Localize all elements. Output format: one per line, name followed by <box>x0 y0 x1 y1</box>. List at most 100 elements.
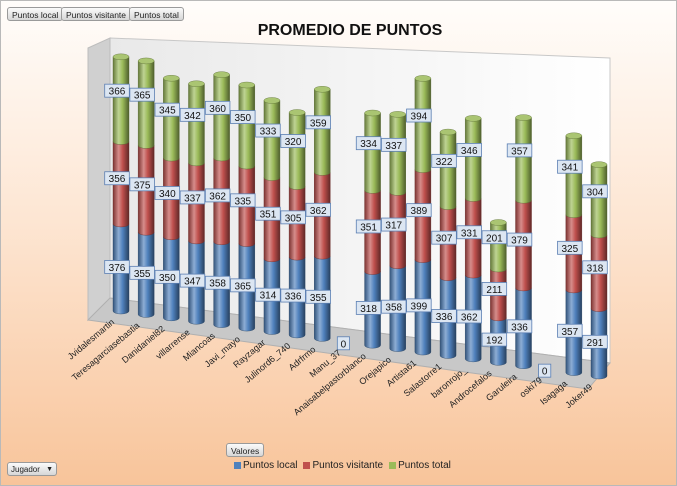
data-label-category-12-series-1: 389 <box>406 203 432 217</box>
bar-category-14-series-2 <box>465 118 482 202</box>
bar-category-16-series-2 <box>515 117 532 204</box>
data-label-category-2-series-0: 350 <box>154 269 181 284</box>
data-label-category-8-series-1: 362 <box>305 202 331 217</box>
data-label-category-10-series-2: 334 <box>355 136 382 150</box>
svg-text:362: 362 <box>310 206 327 217</box>
data-label-category-15-series-1: 211 <box>481 282 508 296</box>
data-label-category-5-series-1: 335 <box>230 193 256 207</box>
legend-label-local: Puntos local <box>243 460 298 471</box>
svg-text:351: 351 <box>260 210 277 221</box>
bar-cap-category-1 <box>137 57 155 65</box>
svg-text:360: 360 <box>209 104 226 115</box>
data-label-category-15-series-0: 192 <box>481 332 508 347</box>
svg-text:357: 357 <box>511 146 528 157</box>
legend-swatch-visitante <box>303 462 311 469</box>
bar-category-1-series-2 <box>137 60 155 149</box>
svg-text:337: 337 <box>385 141 402 152</box>
bar-cap-category-10 <box>364 109 381 117</box>
data-label-category-1-series-0: 355 <box>129 265 155 280</box>
svg-text:355: 355 <box>134 269 151 280</box>
svg-text:362: 362 <box>209 191 226 202</box>
data-label-category-4-series-1: 362 <box>204 188 231 202</box>
svg-text:359: 359 <box>310 118 327 129</box>
bar-category-5-series-2 <box>238 84 255 170</box>
svg-text:379: 379 <box>511 236 528 247</box>
data-label-category-10-series-1: 351 <box>355 219 382 233</box>
svg-text:365: 365 <box>134 91 151 102</box>
field-button-puntos-local[interactable]: Puntos local <box>7 7 64 21</box>
svg-text:336: 336 <box>511 322 528 333</box>
data-label-category-3-series-0: 347 <box>179 273 206 288</box>
svg-text:307: 307 <box>436 234 453 245</box>
svg-text:320: 320 <box>285 137 302 148</box>
data-label-category-0-series-0: 376 <box>104 260 130 274</box>
chart-title: PROMEDIO DE PUNTOS <box>258 22 443 39</box>
bar-cap-category-4 <box>213 71 230 78</box>
data-label-category-19-series-2: 304 <box>582 184 608 198</box>
bar-category-13-series-2 <box>439 131 457 210</box>
data-label-category-0-series-2: 366 <box>104 83 130 98</box>
bar-category-2-series-2 <box>163 78 180 162</box>
bar-cap-category-11 <box>389 111 406 118</box>
jugador-filter-label: Jugador <box>11 465 40 474</box>
legend-label-visitante: Puntos visitante <box>312 460 384 471</box>
data-label-category-9-series-0: 0 <box>336 336 350 350</box>
bar-category-4-series-2 <box>213 74 230 162</box>
bar-category-11-series-2 <box>389 114 406 196</box>
data-label-category-10-series-0: 318 <box>355 301 382 315</box>
data-label-category-15-series-2: 201 <box>481 230 508 244</box>
chart-legend: Puntos local Puntos visitante Puntos tot… <box>234 460 451 471</box>
svg-text:345: 345 <box>159 106 176 117</box>
bar-cap-category-0 <box>112 53 130 61</box>
data-label-category-12-series-0: 399 <box>406 298 432 312</box>
data-label-category-6-series-0: 314 <box>255 287 281 302</box>
bar-category-12-series-2 <box>414 78 432 173</box>
bar-category-10-series-2 <box>364 112 381 194</box>
svg-text:337: 337 <box>184 193 201 204</box>
data-label-category-14-series-0: 362 <box>456 309 482 323</box>
svg-text:325: 325 <box>561 244 578 255</box>
svg-text:366: 366 <box>109 87 126 98</box>
values-field-button[interactable]: Valores <box>226 443 265 457</box>
chevron-down-icon: ▼ <box>46 466 53 473</box>
bar-cap-category-6 <box>263 97 281 104</box>
bar-category-8-series-2 <box>314 89 331 176</box>
jugador-filter-dropdown[interactable]: Jugador ▼ <box>7 462 57 476</box>
svg-text:0: 0 <box>542 367 548 378</box>
svg-text:347: 347 <box>184 277 201 288</box>
bar-category-15-series-2 <box>490 222 507 273</box>
svg-text:350: 350 <box>159 273 176 284</box>
svg-text:336: 336 <box>436 312 453 323</box>
data-label-category-12-series-2: 394 <box>406 108 432 123</box>
bar-cap-category-13 <box>439 128 457 136</box>
bar-cap-category-19 <box>590 161 608 168</box>
data-label-category-11-series-0: 358 <box>381 299 407 314</box>
svg-text:318: 318 <box>587 263 604 274</box>
data-label-category-14-series-1: 331 <box>456 225 482 239</box>
data-label-category-5-series-2: 350 <box>230 110 256 124</box>
data-label-category-4-series-0: 358 <box>204 275 231 290</box>
data-label-category-7-series-1: 305 <box>280 210 306 224</box>
svg-text:0: 0 <box>341 339 347 350</box>
data-label-category-3-series-2: 342 <box>179 107 206 122</box>
data-label-category-14-series-2: 346 <box>456 143 482 157</box>
legend-item-total: Puntos total <box>389 460 451 471</box>
data-label-category-8-series-2: 359 <box>305 115 331 129</box>
svg-text:317: 317 <box>385 221 402 232</box>
svg-text:355: 355 <box>310 293 327 304</box>
bar-cap-category-3 <box>188 80 205 87</box>
svg-text:341: 341 <box>561 163 578 174</box>
svg-text:322: 322 <box>436 157 453 168</box>
data-label-category-6-series-2: 333 <box>255 123 281 138</box>
data-label-category-0-series-1: 356 <box>104 171 130 185</box>
bar-cap-category-18 <box>565 132 583 139</box>
field-button-puntos-total[interactable]: Puntos total <box>129 7 184 21</box>
data-label-category-16-series-1: 379 <box>506 232 533 247</box>
svg-text:358: 358 <box>209 279 226 290</box>
bar-category-3-series-2 <box>188 83 205 167</box>
svg-text:318: 318 <box>360 304 377 315</box>
svg-text:389: 389 <box>411 206 428 217</box>
data-label-category-2-series-1: 340 <box>154 186 181 200</box>
svg-text:340: 340 <box>159 189 176 200</box>
